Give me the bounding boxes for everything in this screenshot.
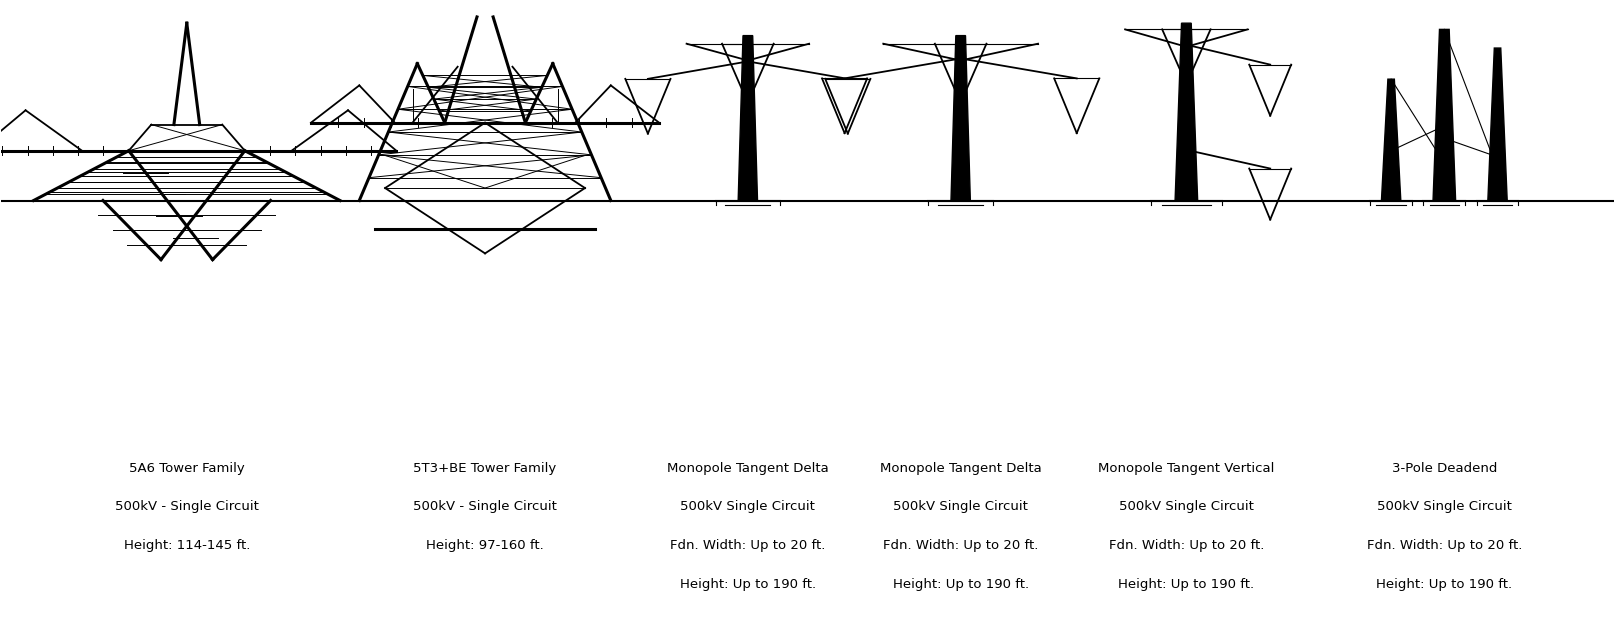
Text: 500kV - Single Circuit: 500kV - Single Circuit bbox=[115, 501, 258, 513]
Polygon shape bbox=[1486, 48, 1506, 201]
Text: Monopole Tangent Delta: Monopole Tangent Delta bbox=[880, 462, 1041, 475]
Text: Monopole Tangent Delta: Monopole Tangent Delta bbox=[667, 462, 828, 475]
Text: Fdn. Width: Up to 20 ft.: Fdn. Width: Up to 20 ft. bbox=[883, 539, 1038, 552]
Text: Fdn. Width: Up to 20 ft.: Fdn. Width: Up to 20 ft. bbox=[670, 539, 825, 552]
Text: 5T3+BE Tower Family: 5T3+BE Tower Family bbox=[413, 462, 557, 475]
Polygon shape bbox=[1432, 29, 1454, 201]
Text: Monopole Tangent Vertical: Monopole Tangent Vertical bbox=[1098, 462, 1273, 475]
Text: Height: 97-160 ft.: Height: 97-160 ft. bbox=[426, 539, 544, 552]
Text: 5A6 Tower Family: 5A6 Tower Family bbox=[129, 462, 244, 475]
Polygon shape bbox=[951, 36, 970, 201]
Text: Height: Up to 190 ft.: Height: Up to 190 ft. bbox=[679, 578, 815, 591]
Text: Height: Up to 190 ft.: Height: Up to 190 ft. bbox=[1375, 578, 1511, 591]
Polygon shape bbox=[738, 36, 757, 201]
Text: 500kV Single Circuit: 500kV Single Circuit bbox=[893, 501, 1028, 513]
Polygon shape bbox=[1175, 23, 1198, 201]
Text: 3-Pole Deadend: 3-Pole Deadend bbox=[1391, 462, 1496, 475]
Text: Fdn. Width: Up to 20 ft.: Fdn. Width: Up to 20 ft. bbox=[1107, 539, 1264, 552]
Text: Height: 114-145 ft.: Height: 114-145 ft. bbox=[124, 539, 250, 552]
Text: 500kV Single Circuit: 500kV Single Circuit bbox=[1119, 501, 1252, 513]
Text: Height: Up to 190 ft.: Height: Up to 190 ft. bbox=[1117, 578, 1254, 591]
Text: Fdn. Width: Up to 20 ft.: Fdn. Width: Up to 20 ft. bbox=[1365, 539, 1520, 552]
Polygon shape bbox=[1380, 79, 1399, 201]
Text: 500kV - Single Circuit: 500kV - Single Circuit bbox=[413, 501, 557, 513]
Text: Height: Up to 190 ft.: Height: Up to 190 ft. bbox=[893, 578, 1028, 591]
Text: 500kV Single Circuit: 500kV Single Circuit bbox=[679, 501, 815, 513]
Text: 500kV Single Circuit: 500kV Single Circuit bbox=[1377, 501, 1511, 513]
